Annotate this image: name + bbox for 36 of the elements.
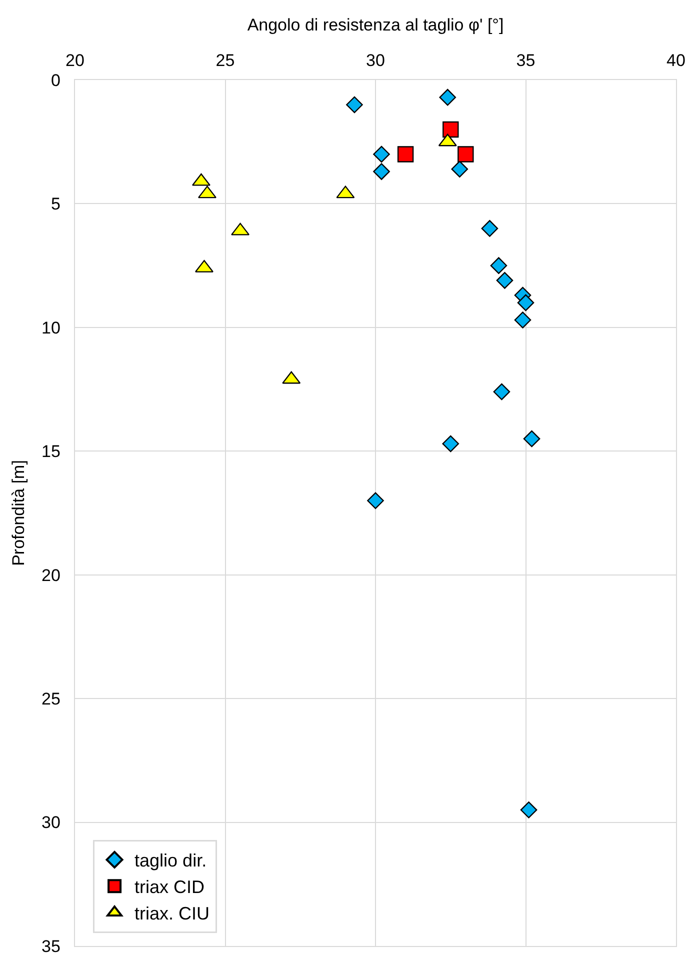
- y-tick-label: 5: [50, 194, 60, 214]
- y-tick-label: 30: [42, 813, 60, 832]
- y-axis-title: Profondità [m]: [9, 460, 28, 566]
- y-tick-label: 10: [42, 318, 60, 338]
- x-tick-label: 40: [666, 51, 686, 70]
- legend-label: triax. CIU: [134, 904, 210, 924]
- point: [523, 430, 540, 448]
- point: [458, 146, 474, 162]
- point: [439, 88, 456, 106]
- point: [373, 163, 390, 180]
- y-tick-label: 0: [50, 70, 60, 90]
- point: [373, 146, 390, 163]
- point: [496, 272, 514, 289]
- point: [442, 435, 460, 452]
- point: [490, 257, 508, 274]
- y-tick-label: 25: [42, 690, 60, 709]
- point: [481, 220, 498, 237]
- point: [451, 160, 468, 178]
- point: [514, 312, 532, 328]
- point: [397, 146, 414, 162]
- x-tick-label: 25: [216, 51, 235, 70]
- point: [493, 383, 510, 400]
- legend-label: triax CID: [134, 877, 205, 898]
- x-tick-label: 30: [366, 51, 385, 70]
- y-tick-label: 35: [42, 936, 60, 956]
- x-tick-label: 20: [66, 51, 84, 70]
- y-tick-label: 15: [42, 442, 60, 462]
- point: [520, 802, 538, 818]
- point: [442, 121, 459, 138]
- y-tick-label: 20: [42, 566, 60, 585]
- x-axis-title: Angolo di resistenza al taglio φ' [°]: [247, 16, 504, 35]
- x-tick-label: 35: [516, 51, 536, 70]
- legend-label: taglio dir.: [134, 850, 207, 871]
- point: [346, 96, 363, 114]
- point: [517, 294, 534, 312]
- point: [367, 492, 384, 510]
